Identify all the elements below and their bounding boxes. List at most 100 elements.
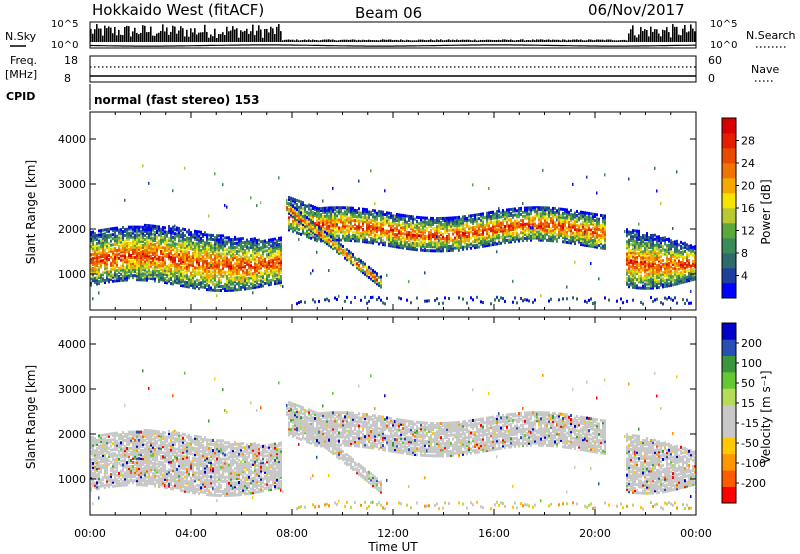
power-cell <box>530 210 532 214</box>
power-cell <box>150 230 152 234</box>
power-cell <box>232 281 234 285</box>
power-cell <box>256 263 258 267</box>
power-cell <box>480 243 482 247</box>
power-cell <box>458 228 460 232</box>
power-cell <box>496 214 498 218</box>
power-cell <box>306 224 308 228</box>
power-cell <box>182 255 184 259</box>
power-cell <box>256 259 258 263</box>
power-cell <box>320 215 322 219</box>
power-cell <box>206 267 208 271</box>
power-cell <box>320 213 322 217</box>
power-cell <box>542 228 544 232</box>
power-cell <box>336 206 338 210</box>
power-cell <box>558 213 560 217</box>
power-cell <box>356 264 358 268</box>
power-cell <box>414 239 416 243</box>
noise-bar <box>342 39 344 42</box>
power-cell <box>118 236 120 240</box>
power-cell <box>500 296 502 300</box>
power-cell <box>430 239 432 243</box>
noise-bar <box>526 40 528 42</box>
power-cell <box>330 235 332 239</box>
power-cell <box>508 224 510 228</box>
power-cell <box>530 225 532 229</box>
power-cell <box>158 227 160 231</box>
power-cell <box>546 206 548 210</box>
power-cell <box>584 241 586 245</box>
power-cell <box>174 242 176 246</box>
power-cell <box>638 254 640 258</box>
power-cell <box>440 231 442 235</box>
power-cell <box>536 207 538 211</box>
power-cell <box>422 228 424 232</box>
power-cell <box>392 218 394 222</box>
power-cell <box>592 220 594 224</box>
power-cell <box>172 235 174 239</box>
power-cell <box>130 255 132 259</box>
power-cell <box>304 224 306 228</box>
power-cell <box>364 211 366 215</box>
power-cell <box>158 241 160 245</box>
noise-bar <box>636 37 638 42</box>
power-cell <box>542 206 544 210</box>
power-cell <box>406 220 408 224</box>
power-cell <box>440 249 442 253</box>
power-cell <box>634 259 636 263</box>
power-cell <box>350 208 352 212</box>
power-cell <box>632 243 634 247</box>
noise-bar <box>122 35 124 42</box>
power-cell <box>326 240 328 244</box>
power-cell <box>208 261 210 265</box>
power-cell <box>336 238 338 242</box>
power-cell <box>510 218 512 222</box>
power-cell <box>348 234 350 238</box>
power-cell <box>198 264 200 268</box>
power-cell <box>288 198 290 202</box>
power-cell <box>162 274 164 278</box>
power-cell <box>214 236 216 240</box>
power-cell <box>380 228 382 232</box>
power-cell <box>398 213 400 217</box>
power-cell <box>328 233 330 237</box>
power-cell <box>406 234 408 238</box>
power-cell <box>472 214 474 218</box>
power-cell <box>634 286 636 290</box>
power-cell <box>278 269 280 273</box>
power-cell <box>228 264 230 268</box>
power-cell <box>170 227 172 231</box>
noise-bar <box>94 29 96 42</box>
power-cell <box>102 271 104 275</box>
power-cell <box>178 236 180 240</box>
power-cell <box>186 266 188 270</box>
power-cell <box>368 232 370 236</box>
power-cell <box>536 236 538 240</box>
power-cell <box>424 224 426 228</box>
power-cell <box>560 221 562 225</box>
power-cell <box>198 246 200 250</box>
power-cell <box>322 230 324 234</box>
power-cell <box>322 206 324 210</box>
power-cell <box>466 218 468 222</box>
power-cell <box>182 237 184 241</box>
power-cell <box>386 235 388 239</box>
power-cell <box>630 251 632 255</box>
power-cell <box>454 222 456 226</box>
noise-bar <box>408 40 410 42</box>
power-cell <box>256 281 258 285</box>
power-cell <box>324 206 326 210</box>
power-cell <box>184 282 186 286</box>
power-cell <box>504 233 506 237</box>
power-cell <box>328 210 330 214</box>
power-cell <box>122 278 124 282</box>
power-cell <box>564 208 566 212</box>
power-cell <box>368 234 370 238</box>
noise-bar <box>496 39 498 42</box>
power-cell <box>218 242 220 246</box>
power-cell <box>236 245 238 249</box>
power-cell <box>96 272 98 276</box>
power-cell <box>116 277 118 281</box>
power-cell <box>174 244 176 248</box>
noise-bar <box>570 40 572 42</box>
power-cell <box>366 270 368 274</box>
